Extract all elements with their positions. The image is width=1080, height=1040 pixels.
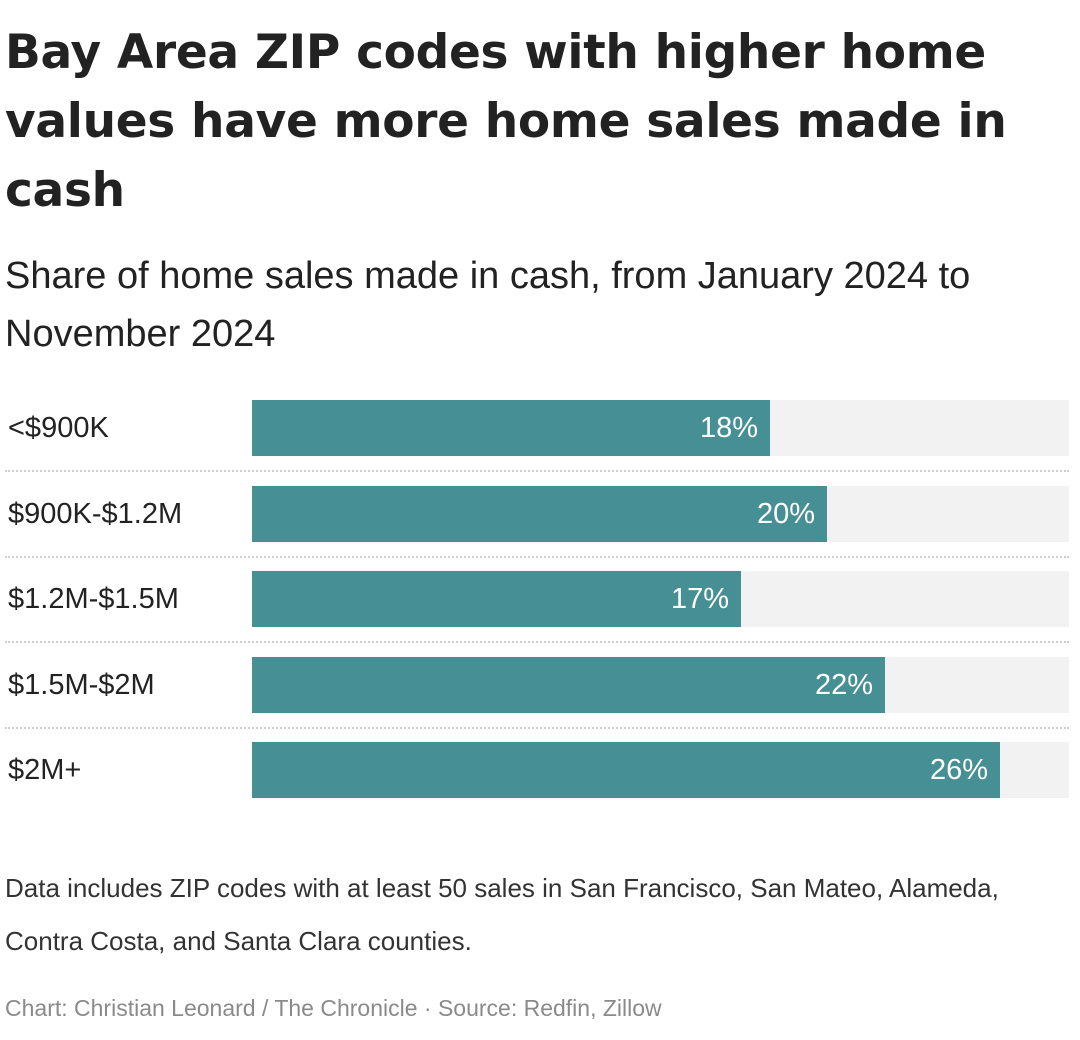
category-label: <$900K (8, 412, 109, 444)
bar-track: 26% (252, 742, 1069, 798)
bar: 26% (252, 742, 1000, 798)
chart-subtitle: Share of home sales made in cash, from J… (5, 255, 971, 355)
row-divider (5, 470, 1069, 472)
bar-track: 20% (252, 486, 1069, 542)
bar-track: 18% (252, 400, 1069, 456)
chart-title: Bay Area ZIP codes with higher home valu… (5, 25, 1007, 218)
category-label: $1.5M-$2M (8, 669, 155, 701)
bar-value-label: 26% (929, 754, 988, 786)
bar-track: 22% (252, 657, 1069, 713)
category-label: $900K-$1.2M (8, 498, 183, 530)
data-note: Data includes ZIP codes with at least 50… (5, 873, 999, 956)
row-divider (5, 727, 1069, 729)
chart-credit: Chart: Christian Leonard / The Chronicle… (5, 995, 662, 1021)
bar-track: 17% (252, 571, 1069, 627)
bar-value-label: 17% (670, 583, 729, 615)
bar-value-label: 22% (814, 669, 873, 701)
category-label: $2M+ (8, 754, 82, 786)
bar: 18% (252, 400, 770, 456)
bar: 17% (252, 571, 741, 627)
category-label: $1.2M-$1.5M (8, 583, 179, 615)
row-divider (5, 641, 1069, 643)
bar-chart: <$900K 18% $900K-$1.2M 20% $1.2M-$1.5M 17% $1.… (0, 400, 1080, 800)
bar-value-label: 18% (699, 412, 758, 444)
bar-row: $1.5M-$2M 22% (0, 657, 1080, 713)
bar-row: <$900K 18% (0, 400, 1080, 456)
bar-row: $1.2M-$1.5M 17% (0, 571, 1080, 627)
bar-row: $900K-$1.2M 20% (0, 486, 1080, 542)
bar-row: $2M+ 26% (0, 742, 1080, 798)
bar-value-label: 20% (756, 498, 815, 530)
bar: 22% (252, 657, 885, 713)
row-divider (5, 556, 1069, 558)
bar: 20% (252, 486, 827, 542)
